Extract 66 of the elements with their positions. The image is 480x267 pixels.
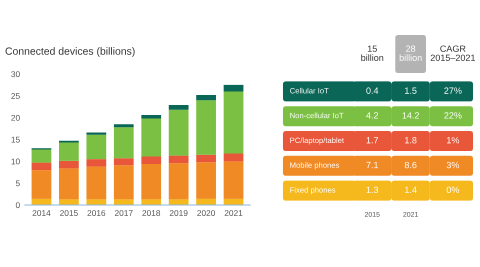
bar [168,105,189,110]
data-label: 1.8 [405,137,417,144]
y-tick-label: 30 [11,71,20,78]
x-tick-label: 2014 [32,210,50,216]
bar [168,110,189,156]
data-label: 1.4 [405,186,417,193]
bar [59,160,79,168]
bar [114,158,134,166]
chart-title: Connected devices (billions) [6,47,135,57]
data-label: 7.1 [366,162,378,168]
x-tick-label: 2020 [197,210,216,216]
data-label: 8.6 [404,162,417,168]
bar [59,168,79,200]
bar [224,153,244,162]
data-label: 1.3 [366,186,378,194]
bar [32,150,52,163]
x-tick-label: 2015 [60,210,78,216]
data-label: 3% [446,162,460,168]
bar [196,198,216,205]
data-label: 4.2 [366,112,378,119]
bar [196,94,216,100]
bar [114,124,134,128]
data-label: 14.2 [402,112,419,119]
y-tick-label: 0 [16,202,20,208]
x-tick-label: 2016 [87,210,106,216]
bar [224,84,244,92]
bar [86,166,106,200]
text: CAGR 2015–2021 [430,45,476,61]
text: 28 billion [400,45,422,61]
bar [196,154,216,162]
bar [32,198,52,205]
bar [141,115,162,119]
bar [141,118,162,157]
bar [224,161,244,199]
bar [168,156,189,164]
bar [32,170,52,199]
bar [114,127,134,158]
text: 15 billion [361,46,384,61]
data-label: 0% [446,186,460,194]
bar [196,162,216,199]
bar [196,100,216,155]
y-tick-label: 20 [11,114,20,121]
bar [86,159,106,167]
bar [224,198,244,205]
bar [32,162,52,170]
bar [224,91,244,154]
data-label: 22% [444,112,462,119]
y-tick-label: 10 [12,158,20,164]
bar [168,163,189,200]
data-label: 27% [444,87,462,94]
bar [86,134,106,160]
data-label: 1.7 [366,137,378,144]
data-label: 1% [447,137,460,144]
x-tick-label: 2018 [142,210,160,216]
data-label: 0.4 [366,87,378,94]
x-tick-label: 2017 [114,210,133,216]
y-tick-label: 25 [11,93,20,99]
bar [114,165,134,200]
y-tick-label: 15 [12,136,20,143]
data-label: 1.5 [405,88,417,94]
y-tick-label: 5 [16,180,20,186]
bar [141,164,162,200]
bar [59,142,79,161]
x-tick-label: 2019 [170,210,188,216]
bar [141,156,162,164]
x-tick-label: 2021 [224,210,242,216]
